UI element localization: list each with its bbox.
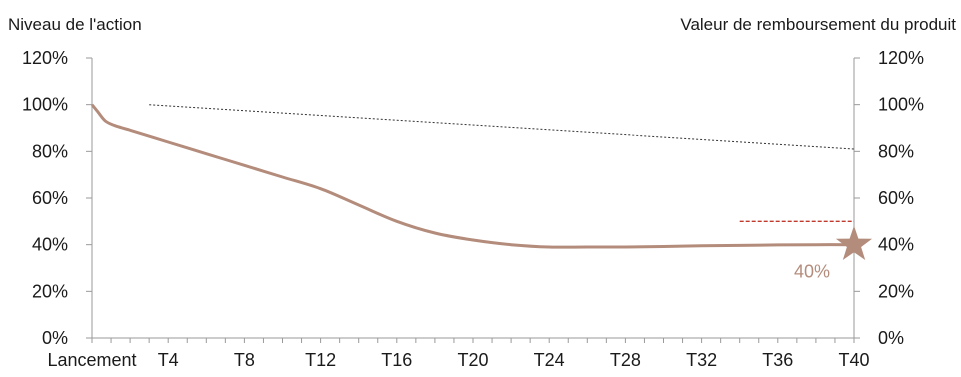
y-tick-label-right: 0%	[878, 328, 904, 348]
y-tick-label-left: 40%	[32, 235, 68, 255]
x-tick-label: T28	[610, 350, 641, 370]
y-tick-label-right: 120%	[878, 48, 924, 68]
x-tick-label: T16	[381, 350, 412, 370]
x-tick-label: T32	[686, 350, 717, 370]
y-tick-label-left: 20%	[32, 281, 68, 301]
x-tick-label: Lancement	[47, 350, 136, 370]
x-tick-label: T8	[234, 350, 255, 370]
end-value-annotation: 40%	[794, 262, 830, 282]
y-tick-label-left: 80%	[32, 141, 68, 161]
y-tick-label-left: 0%	[42, 328, 68, 348]
y-tick-label-right: 80%	[878, 141, 914, 161]
x-tick-label: T24	[534, 350, 565, 370]
marker-layer	[835, 225, 873, 260]
x-tick-label: T40	[838, 350, 869, 370]
left-axis-title: Niveau de l'action	[8, 15, 142, 34]
x-tick-label: T4	[158, 350, 179, 370]
x-tick-label: T12	[305, 350, 336, 370]
y-tick-label-left: 60%	[32, 188, 68, 208]
series-line-1	[90, 103, 855, 249]
y-tick-label-left: 100%	[22, 95, 68, 115]
star-marker	[835, 225, 873, 260]
x-tick-label: T36	[762, 350, 793, 370]
series-line-2	[149, 104, 855, 150]
y-tick-label-right: 40%	[878, 235, 914, 255]
y-tick-label-left: 120%	[22, 48, 68, 68]
x-tick-label: T20	[457, 350, 488, 370]
y-tick-label-right: 60%	[878, 188, 914, 208]
series-layer	[90, 103, 855, 249]
y-tick-label-right: 20%	[878, 281, 914, 301]
axes: 0% 0% 20% 20% 40% 40% 60% 60% 80% 80% 100% 100% 120%…	[22, 48, 924, 370]
y-tick-label-right: 100%	[878, 95, 924, 115]
right-axis-title: Valeur de remboursement du produit	[680, 15, 956, 34]
